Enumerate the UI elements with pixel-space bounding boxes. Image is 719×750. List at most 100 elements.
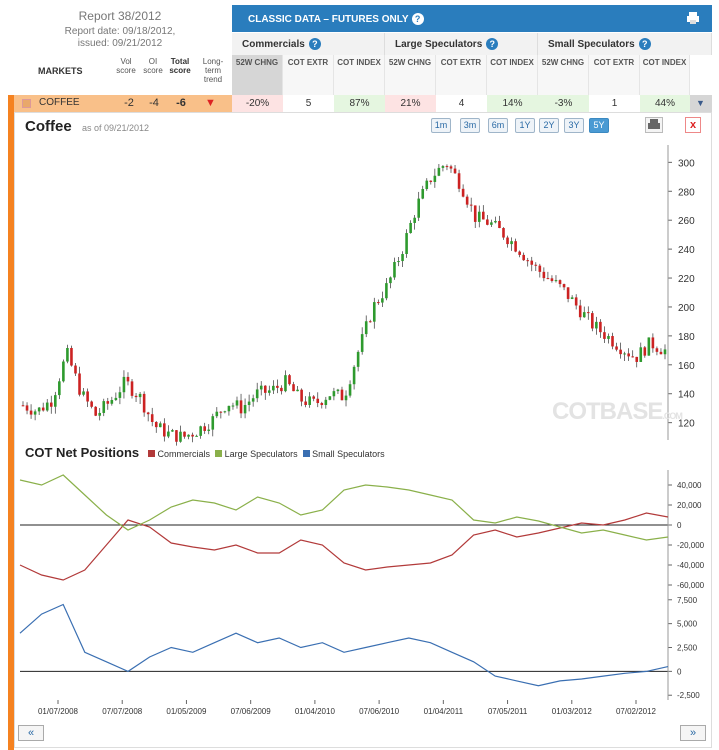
expand-button[interactable]: ▼ (690, 95, 712, 112)
y-tick-label: 5,000 (677, 620, 698, 629)
candle (344, 395, 348, 401)
y-tick-label: -20,000 (677, 541, 705, 550)
y-tick-label: 0 (677, 521, 682, 530)
range-3Y-button[interactable]: 3Y (564, 118, 584, 133)
print-icon[interactable] (686, 11, 700, 25)
help-icon[interactable]: ? (308, 38, 321, 50)
candle (37, 407, 41, 412)
close-icon[interactable]: x (685, 117, 701, 133)
candle (94, 406, 97, 416)
candle (86, 391, 89, 402)
watermark-logo: COTBASE.COM (552, 398, 683, 425)
candle (413, 217, 416, 223)
subcol-header[interactable]: COT EXTR (436, 55, 487, 95)
candle (187, 434, 190, 437)
candle (102, 401, 106, 413)
candle (33, 411, 37, 415)
candle (203, 426, 206, 431)
candle (518, 251, 521, 255)
help-icon[interactable]: ? (638, 38, 651, 50)
x-tick-label: 07/02/2012 (616, 707, 657, 716)
x-tick-label: 07/05/2011 (488, 707, 528, 716)
subcol-header[interactable]: COT EXTR (283, 55, 334, 95)
chart-print-button[interactable] (645, 117, 663, 133)
candle (401, 254, 404, 262)
group-small-speculators: Small Speculators? (538, 33, 712, 55)
candle (635, 356, 639, 362)
candle (207, 429, 211, 431)
candle (368, 321, 372, 323)
scroll-right-button[interactable]: » (680, 725, 706, 741)
candle (643, 347, 647, 356)
candle (502, 228, 505, 238)
range-3m-button[interactable]: 3m (460, 118, 480, 133)
y-tick-label: 2,500 (677, 644, 698, 653)
candle (320, 403, 324, 406)
row-value: -20% (232, 95, 283, 112)
candle (106, 401, 110, 404)
candle (659, 351, 663, 355)
candle (364, 321, 368, 335)
candle (655, 348, 659, 352)
candle (352, 366, 356, 385)
candle (566, 287, 570, 299)
candle (550, 278, 554, 282)
subcol-header[interactable]: 52W CHNG (538, 55, 589, 95)
candle (219, 411, 223, 413)
range-2Y-button[interactable]: 2Y (539, 118, 559, 133)
candle (627, 353, 630, 357)
print-icon (648, 119, 660, 129)
candle (348, 384, 352, 396)
candle (276, 385, 279, 388)
help-icon[interactable]: ? (486, 38, 499, 50)
chart-title: Coffee (25, 118, 72, 135)
candle (595, 321, 598, 329)
candle (477, 211, 481, 222)
market-name[interactable]: COFFEE (39, 97, 80, 108)
range-6m-button[interactable]: 6m (488, 118, 508, 133)
candle (498, 220, 501, 229)
candle (651, 337, 655, 349)
candle (530, 260, 534, 265)
candle (66, 347, 69, 362)
market-row-coffee[interactable]: COFFEE -2 -4 -6 ▼ (14, 95, 232, 112)
range-5Y-button[interactable]: 5Y (589, 118, 609, 133)
candle (284, 375, 287, 392)
candle (324, 399, 328, 406)
subcol-header[interactable]: COT EXTR (589, 55, 640, 95)
subcol-header[interactable]: 52W CHNG (385, 55, 436, 95)
oi-score: -4 (149, 97, 159, 109)
report-issued: issued: 09/21/2012 (77, 38, 163, 49)
candle (538, 265, 542, 272)
candle (461, 188, 465, 197)
candle (457, 173, 461, 189)
candle (534, 264, 538, 266)
candle (490, 222, 493, 225)
x-tick-label: 01/05/2009 (166, 707, 207, 716)
subcol-header[interactable]: COT INDEX (334, 55, 385, 95)
candle (385, 283, 388, 299)
candle (316, 398, 320, 404)
candle (158, 423, 162, 428)
candle (268, 390, 271, 393)
candle (372, 302, 376, 322)
candle (409, 222, 412, 234)
candle (586, 312, 590, 314)
candle (126, 376, 130, 382)
candle (473, 205, 477, 222)
trend-down-icon: ▼ (205, 97, 216, 109)
scroll-left-button[interactable]: « (18, 725, 44, 741)
candle (631, 356, 634, 358)
candle (114, 397, 118, 401)
legend-commercials: Commercials (157, 449, 211, 459)
subcol-header[interactable]: 52W CHNG (232, 55, 283, 95)
group-large-speculators: Large Speculators? (385, 33, 538, 55)
range-1m-button[interactable]: 1m (431, 118, 451, 133)
subcol-header[interactable]: COT INDEX (487, 55, 538, 95)
x-tick-label: 01/04/2011 (424, 707, 464, 716)
range-1Y-button[interactable]: 1Y (515, 118, 535, 133)
candle (615, 346, 618, 350)
help-icon[interactable]: ? (411, 13, 424, 25)
candle (647, 337, 651, 356)
subcol-header[interactable]: COT INDEX (640, 55, 690, 95)
